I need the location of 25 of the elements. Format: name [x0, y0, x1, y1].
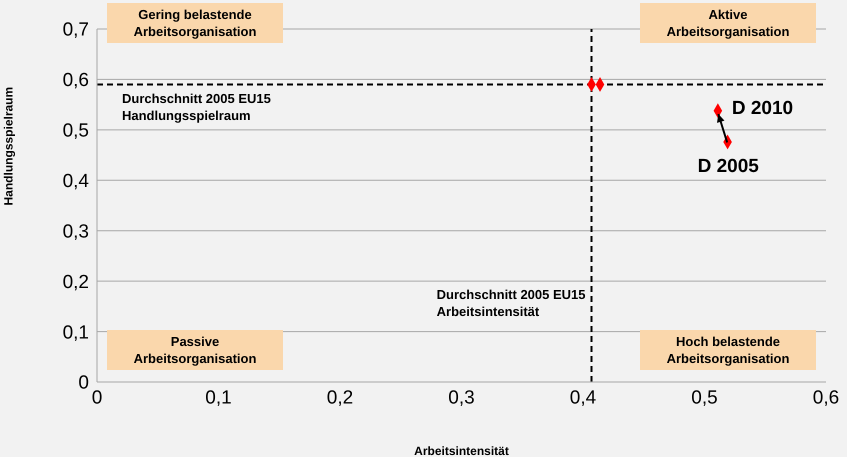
y-tick-label: 0,3 [62, 221, 89, 242]
x-tick-label: 0,4 [570, 387, 597, 408]
label-box: Passive Arbeitsorganisation [107, 330, 283, 370]
x-tick-label: 0,1 [205, 387, 232, 408]
x-tick-label: 0,2 [326, 387, 354, 408]
x-axis-title: Arbeitsintensität [414, 444, 509, 457]
x-tick-label: 0,5 [691, 387, 718, 408]
label-box: Aktive Arbeitsorganisation [640, 3, 816, 43]
annotation: D 2005 [698, 156, 759, 178]
y-tick-label: 0,4 [62, 171, 90, 192]
y-tick-label: 0,2 [62, 272, 89, 293]
y-tick-label: 0,1 [62, 322, 89, 344]
x-tick-label: 0 [92, 387, 102, 408]
ref-line-label: Durchschnitt 2005 EU15 Arbeitsintensität [436, 286, 586, 320]
x-tick-label: 0,6 [812, 387, 840, 408]
label-box: Hoch belastende Arbeitsorganisation [640, 330, 816, 370]
label-box: Gering belastende Arbeitsorganisation [107, 3, 283, 43]
y-tick-label: 0,7 [62, 20, 89, 41]
y-tick-label: 0 [78, 372, 89, 394]
x-tick-label: 0,3 [448, 387, 475, 408]
y-tick-label: 0,6 [62, 70, 89, 92]
annotation: D 2010 [732, 98, 794, 120]
ref-line-label: Durchschnitt 2005 EU15 Handlungsspielraum [122, 90, 271, 124]
y-axis-title: Handlungsspielraum [1, 86, 16, 206]
y-tick-label: 0,5 [62, 120, 89, 142]
